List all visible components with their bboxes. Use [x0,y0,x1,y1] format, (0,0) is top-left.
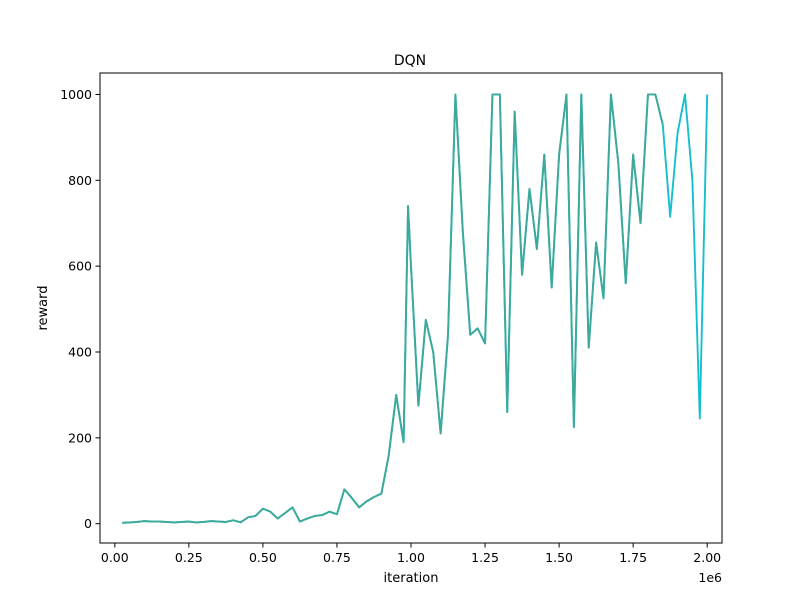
y-axis: 0 200 400 600 800 1000 [60,87,100,531]
x-tick-label: 1.75 [619,550,647,565]
x-tick-label: 1.50 [545,550,573,565]
x-tick-label: 0.50 [249,550,277,565]
x-tick-label: 1.25 [471,550,499,565]
x-tick-label: 0.25 [175,550,203,565]
y-tick-label: 1000 [60,87,92,102]
series-layer [122,93,709,524]
y-axis-label: reward [36,285,51,330]
series-line-2 [122,93,664,524]
y-tick-label: 800 [68,173,92,188]
y-tick-label: 400 [68,344,92,359]
y-tick-label: 200 [68,430,92,445]
x-tick-label: 2.00 [693,550,721,565]
y-tick-label: 0 [84,516,92,531]
plot-area-frame [99,72,723,544]
x-axis: 0.00 0.25 0.50 0.75 1.00 1.25 1.50 1.75 2.00 [101,543,721,565]
y-tick-label: 600 [68,259,92,274]
x-tick-label: 0.75 [323,550,351,565]
series-line-1 [122,93,709,524]
x-tick-label: 0.00 [101,550,129,565]
x-axis-offset-label: 1e6 [698,570,722,585]
x-tick-label: 1.00 [397,550,425,565]
x-axis-label: iteration [384,571,439,586]
chart-title: DQN [394,53,426,69]
